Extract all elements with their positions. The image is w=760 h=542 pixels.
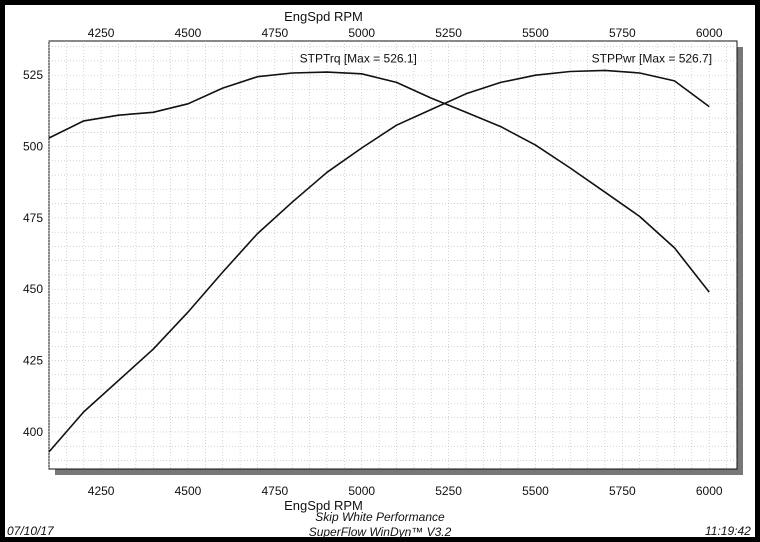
y-tick-label: 475 <box>23 211 43 225</box>
y-tick-label: 425 <box>23 354 43 368</box>
torque-curve-label: STPTrq [Max = 526.1] <box>300 51 417 65</box>
x-tick-label-top: 5250 <box>435 26 462 40</box>
x-tick-label-bottom: 6000 <box>696 484 723 498</box>
x-tick-label-bottom: 4750 <box>262 484 289 498</box>
plot-area <box>48 40 738 470</box>
y-tick-label: 400 <box>23 425 43 439</box>
x-tick-label-bottom: 5250 <box>435 484 462 498</box>
x-tick-label-bottom: 5000 <box>348 484 375 498</box>
x-tick-label-top: 4750 <box>262 26 289 40</box>
curves <box>48 69 710 453</box>
power-curve <box>48 69 710 453</box>
print-time: 11:19:42 <box>705 524 751 538</box>
y-tick-label: 500 <box>23 140 43 154</box>
x-tick-label-bottom: 5750 <box>609 484 636 498</box>
x-tick-label-top: 5750 <box>609 26 636 40</box>
x-tick-label-bottom: 4250 <box>88 484 115 498</box>
x-axis-title-bottom: EngSpd RPM <box>284 498 363 513</box>
print-date: 07/10/17 <box>7 524 54 538</box>
dyno-chart: 4250 4250 4500 4500 4750 4750 5000 5000 5250 5250… <box>23 9 743 513</box>
x-tick-label-top: 4500 <box>175 26 202 40</box>
x-axis-title-top: EngSpd RPM <box>284 9 363 24</box>
x-tick-label-bottom: 4500 <box>175 484 202 498</box>
labels: 4250 4250 4500 4500 4750 4750 5000 5000 5250 5250… <box>23 9 723 513</box>
y-tick-label: 525 <box>23 68 43 82</box>
y-tick-label: 450 <box>23 282 43 296</box>
x-tick-label-top: 6000 <box>696 26 723 40</box>
dyno-sheet: 4250 4250 4500 4500 4750 4750 5000 5000 5250 5250… <box>5 5 755 539</box>
company-name: Skip White Performance <box>315 510 445 524</box>
grid <box>48 41 737 469</box>
x-tick-label-top: 5500 <box>522 26 549 40</box>
power-curve-label: STPPwr [Max = 526.7] <box>592 51 712 65</box>
x-tick-label-top: 4250 <box>88 26 115 40</box>
x-tick-label-bottom: 5500 <box>522 484 549 498</box>
x-tick-label-top: 5000 <box>348 26 375 40</box>
torque-curve <box>48 71 710 293</box>
software-name: SuperFlow WinDyn™ V3.2 <box>308 525 452 539</box>
